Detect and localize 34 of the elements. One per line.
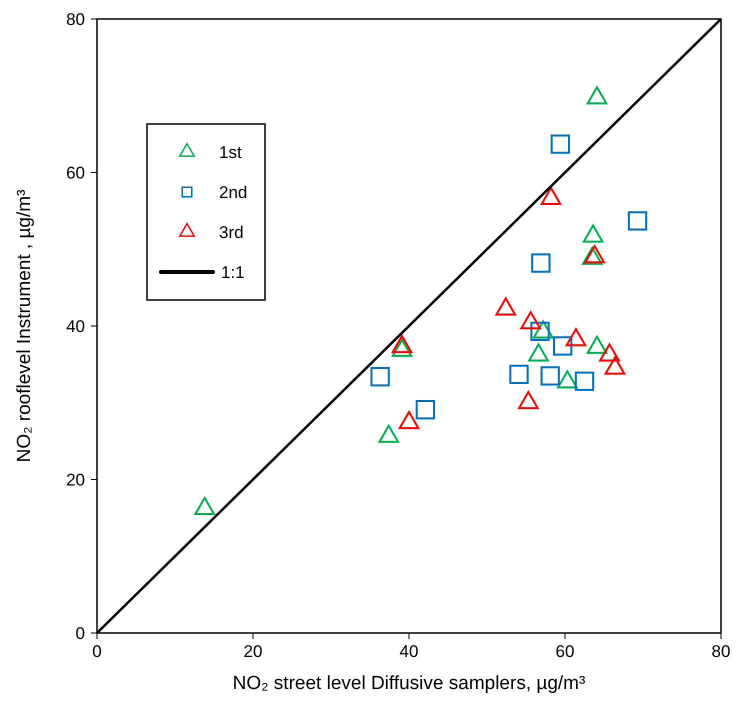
point — [528, 343, 549, 362]
point — [540, 186, 562, 205]
point — [194, 496, 215, 516]
x-tick-label: 60 — [556, 642, 574, 661]
point — [532, 320, 554, 339]
y-tick-label: 80 — [66, 10, 85, 29]
point — [398, 410, 420, 430]
legend-label: 1:1 — [221, 263, 245, 282]
point — [557, 370, 578, 388]
y-tick-label: 0 — [76, 624, 85, 643]
y-tick-label: 60 — [66, 164, 85, 182]
legend-label: 2nd — [219, 183, 248, 202]
point — [586, 336, 608, 354]
point — [378, 424, 400, 443]
y-tick-label: 20 — [66, 470, 85, 490]
x-tick-label: 20 — [244, 642, 262, 661]
point — [599, 343, 620, 362]
point — [566, 328, 586, 346]
y-axis-title: NO₂ rooflevel Instrument , µg/m³ — [14, 190, 35, 462]
x-tick-label: 80 — [712, 642, 730, 661]
point — [582, 224, 604, 243]
x-axis-title: NO₂ street level Diffusive samplers, µg/m³ — [232, 673, 586, 694]
point — [604, 356, 626, 375]
point — [586, 86, 608, 104]
legend-label: 1st — [219, 143, 242, 162]
x-tick-label: 0 — [92, 642, 102, 661]
x-tick-label: 40 — [400, 642, 418, 661]
point — [392, 334, 412, 354]
point — [392, 338, 412, 357]
y-tick-label: 40 — [66, 317, 85, 336]
point — [518, 391, 539, 410]
point — [495, 297, 516, 316]
legend-label: 3rd — [219, 223, 244, 242]
point — [520, 311, 541, 330]
